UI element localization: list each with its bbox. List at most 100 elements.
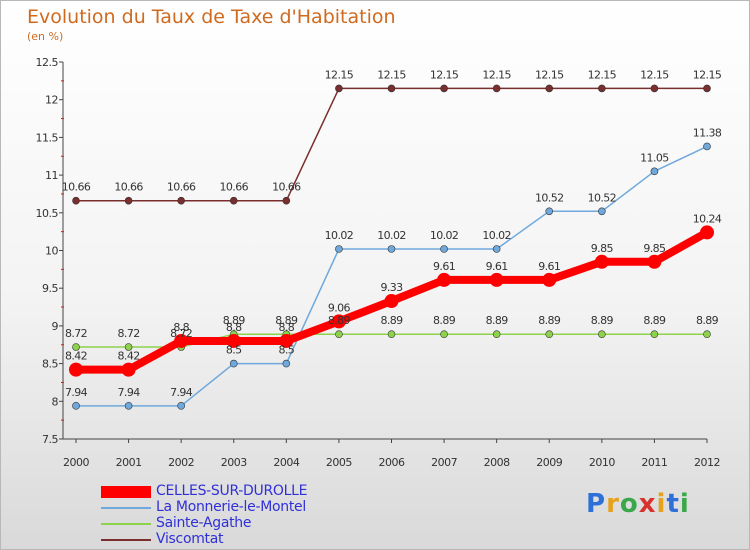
data-point <box>594 254 609 269</box>
legend-item: Sainte-Agathe <box>101 515 361 532</box>
x-tick-label: 2001 <box>116 456 142 469</box>
x-tick-label: 2000 <box>63 456 89 469</box>
data-point <box>387 330 396 338</box>
data-label: 8.42 <box>65 350 87 363</box>
legend-label: Sainte-Agathe <box>156 515 252 531</box>
data-point <box>177 402 185 410</box>
brand-letter: i <box>656 489 667 519</box>
data-label: 8.72 <box>118 327 140 340</box>
legend-item: Viscomtat <box>101 531 361 548</box>
data-point <box>650 84 659 93</box>
legend-item: CELLES-SUR-DUROLLE <box>101 483 361 500</box>
data-point <box>124 343 133 351</box>
data-label: 8.89 <box>380 314 403 327</box>
data-label: 9.61 <box>433 260 455 273</box>
data-label: 8.8 <box>226 321 242 334</box>
data-point <box>598 84 606 93</box>
data-point <box>331 314 346 329</box>
chart-title: Evolution du Taux de Taxe d'Habitation <box>27 6 396 28</box>
data-point <box>700 225 714 240</box>
y-tick-label: 8.5 <box>42 358 58 371</box>
data-label: 8.89 <box>591 314 614 327</box>
data-label: 12.15 <box>482 68 511 81</box>
data-label: 12.15 <box>377 68 406 81</box>
data-point <box>703 142 711 151</box>
data-point <box>492 84 501 93</box>
data-point <box>545 330 554 338</box>
data-point <box>282 196 291 205</box>
data-label: 10.02 <box>325 229 354 242</box>
brand-letter: P <box>586 489 607 519</box>
data-label: 7.94 <box>65 386 88 399</box>
data-point <box>598 207 606 216</box>
data-label: 10.66 <box>167 181 196 194</box>
data-point <box>282 359 291 368</box>
legend-swatch <box>101 486 151 498</box>
data-label: 12.15 <box>535 68 564 81</box>
data-point <box>545 84 554 93</box>
data-point <box>440 330 448 338</box>
data-point <box>650 167 659 176</box>
x-tick-label: 2003 <box>221 456 247 469</box>
data-point <box>703 84 711 93</box>
brand-logo: Proxiti <box>586 489 690 519</box>
data-label: 12.15 <box>640 68 669 81</box>
data-label: 10.52 <box>588 191 617 204</box>
data-label: 11.05 <box>640 151 669 164</box>
data-point <box>69 362 83 377</box>
data-label: 8.72 <box>170 327 192 340</box>
data-point <box>545 207 554 216</box>
brand-letter: r <box>606 489 620 519</box>
legend-item: La Monnerie-le-Montel <box>101 499 361 516</box>
data-label: 8.8 <box>278 321 294 334</box>
data-point <box>650 330 659 338</box>
data-label: 10.02 <box>482 229 511 242</box>
data-label: 8.89 <box>486 314 509 327</box>
data-label: 9.61 <box>486 260 508 273</box>
brand-letter: i <box>679 489 690 519</box>
data-label: 10.52 <box>535 191 564 204</box>
data-label: 8.89 <box>328 314 351 327</box>
x-tick-label: 2005 <box>326 456 352 469</box>
y-tick-label: 11 <box>45 169 58 182</box>
data-label: 8.89 <box>538 314 561 327</box>
y-tick-label: 11.5 <box>36 131 59 144</box>
data-label: 8.5 <box>226 344 242 357</box>
data-label: 10.24 <box>693 212 722 225</box>
data-label: 8.89 <box>433 314 456 327</box>
x-tick-label: 2009 <box>536 456 562 469</box>
data-label: 10.66 <box>62 181 91 194</box>
data-label: 8.8 <box>173 321 189 334</box>
legend-label: Viscomtat <box>156 531 224 547</box>
y-tick-label: 10 <box>45 245 58 258</box>
data-point <box>335 245 343 253</box>
data-point <box>542 272 557 287</box>
data-point <box>703 330 711 338</box>
y-tick-label: 12.5 <box>36 56 59 69</box>
data-label: 8.89 <box>223 314 246 327</box>
data-point <box>598 330 606 338</box>
data-label: 7.94 <box>118 386 141 399</box>
y-tick-label: 9.5 <box>42 282 58 295</box>
legend-swatch <box>101 523 151 525</box>
x-tick-label: 2010 <box>589 456 615 469</box>
data-label: 8.89 <box>643 314 666 327</box>
data-point <box>440 245 448 253</box>
data-point <box>121 362 136 377</box>
x-tick-label: 2007 <box>431 456 457 469</box>
data-label: 12.15 <box>693 68 722 81</box>
data-point <box>437 272 452 287</box>
brand-letter: x <box>638 489 657 519</box>
x-tick-label: 2004 <box>273 456 299 469</box>
data-point <box>279 333 294 348</box>
data-label: 9.33 <box>380 281 403 294</box>
brand-letter: t <box>666 489 680 519</box>
y-tick-label: 9 <box>52 320 59 333</box>
data-label: 7.94 <box>170 386 193 399</box>
data-label: 9.61 <box>538 260 560 273</box>
chart-unit-label: (en %) <box>27 30 64 43</box>
x-tick-label: 2012 <box>694 456 720 469</box>
legend-swatch <box>101 507 151 509</box>
data-label: 10.66 <box>114 181 143 194</box>
